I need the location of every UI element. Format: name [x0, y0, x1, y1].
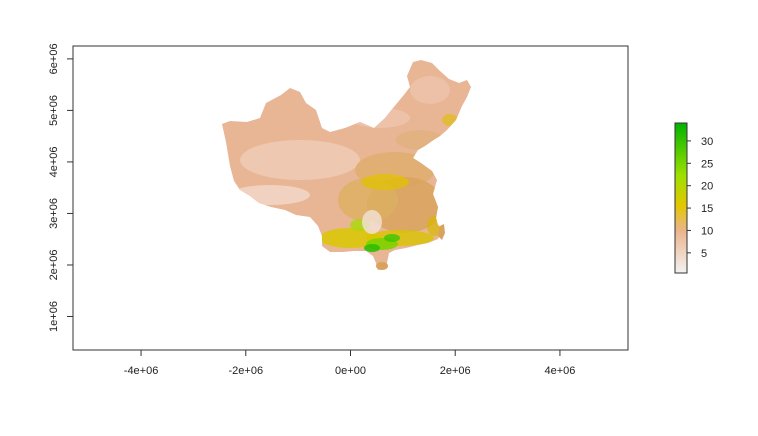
- x-tick-label: 2e+06: [440, 365, 471, 377]
- y-tick-label: 1e+06: [48, 301, 60, 332]
- color-legend: 5 10 15 20 25 30: [674, 122, 713, 274]
- x-tick-label: 0e+00: [335, 365, 366, 377]
- y-tick-label: 5e+06: [48, 95, 60, 126]
- legend-tick-label: 15: [701, 203, 713, 215]
- legend-tick-label: 5: [701, 248, 707, 260]
- x-tick-label: -2e+06: [229, 365, 264, 377]
- hainan-island: [376, 262, 388, 270]
- y-tick-label: 4e+06: [48, 146, 60, 177]
- legend-tick-label: 20: [701, 181, 713, 193]
- legend-tick-label: 25: [701, 158, 713, 170]
- x-tick-label: 4e+06: [544, 365, 575, 377]
- legend-color-bar: [674, 122, 688, 274]
- legend-tick-label: 30: [701, 136, 713, 148]
- legend-tick-label: 10: [701, 225, 713, 237]
- x-tick-label: -4e+06: [124, 365, 159, 377]
- china-raster-map: [222, 60, 471, 270]
- y-tick-label: 6e+06: [48, 43, 60, 74]
- y-tick-label: 2e+06: [48, 250, 60, 281]
- x-axis: -4e+06 -2e+06 0e+00 2e+06 4e+06: [124, 349, 575, 377]
- y-tick-label: 3e+06: [48, 198, 60, 229]
- y-axis: 1e+06 2e+06 3e+06 4e+06 5e+06 6e+06: [48, 43, 74, 332]
- taiwan-island: [438, 224, 445, 240]
